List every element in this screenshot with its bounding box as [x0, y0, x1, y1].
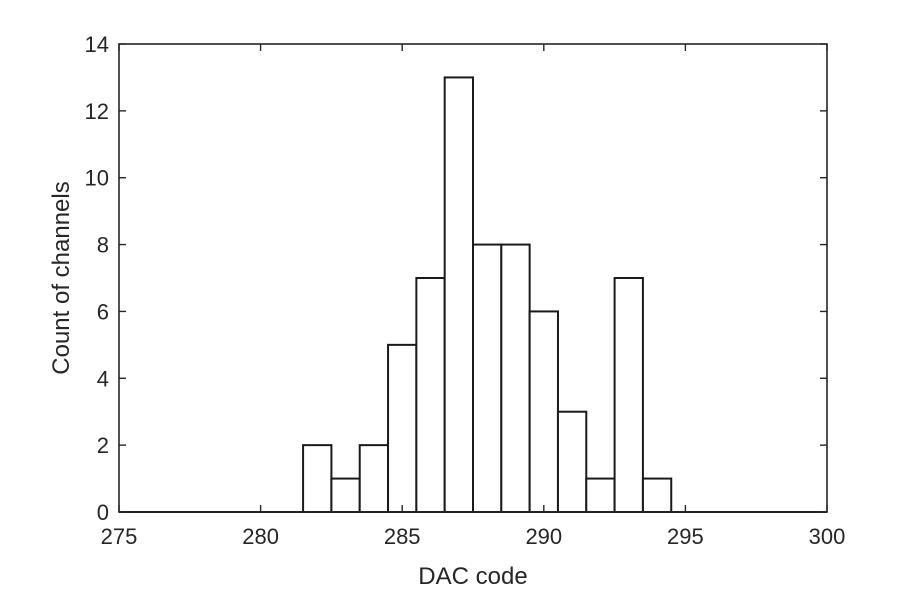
- bar-287: [443, 76, 474, 514]
- bar-285: [387, 343, 418, 513]
- x-tick-label: 295: [667, 524, 704, 549]
- y-tick-label: 10: [85, 166, 109, 191]
- x-axis-title: DAC code: [418, 563, 527, 590]
- x-tick-label: 300: [809, 524, 846, 549]
- y-tick-label: 8: [97, 233, 109, 258]
- y-tick-label: 12: [85, 99, 109, 124]
- y-tick-label: 2: [97, 433, 109, 458]
- x-tick-label: 280: [242, 524, 279, 549]
- y-tick-label: 14: [85, 32, 109, 57]
- bars-group: [302, 76, 673, 514]
- bar-290: [528, 310, 559, 513]
- bar-289: [500, 243, 531, 513]
- bar-283: [330, 477, 361, 514]
- bar-294: [641, 477, 673, 514]
- y-axis-ticks: 0 2 4 6 8 10 12 14: [85, 32, 827, 525]
- bar-288: [472, 243, 503, 513]
- x-tick-label: 290: [525, 524, 562, 549]
- bar-293: [613, 277, 644, 513]
- y-axis-title: Count of channels: [48, 181, 75, 374]
- y-tick-label: 0: [97, 500, 109, 525]
- x-tick-label: 275: [101, 524, 138, 549]
- bar-291: [556, 410, 588, 514]
- y-tick-label: 4: [97, 366, 109, 391]
- bar-292: [585, 477, 616, 514]
- plot-frame: [118, 43, 828, 513]
- x-axis-ticks: 275 280 285 290 295 300: [101, 44, 846, 549]
- bar-286: [415, 277, 446, 513]
- bar-284: [358, 444, 390, 513]
- x-tick-label: 285: [384, 524, 421, 549]
- y-tick-label: 6: [97, 299, 109, 324]
- bar-282: [302, 444, 333, 513]
